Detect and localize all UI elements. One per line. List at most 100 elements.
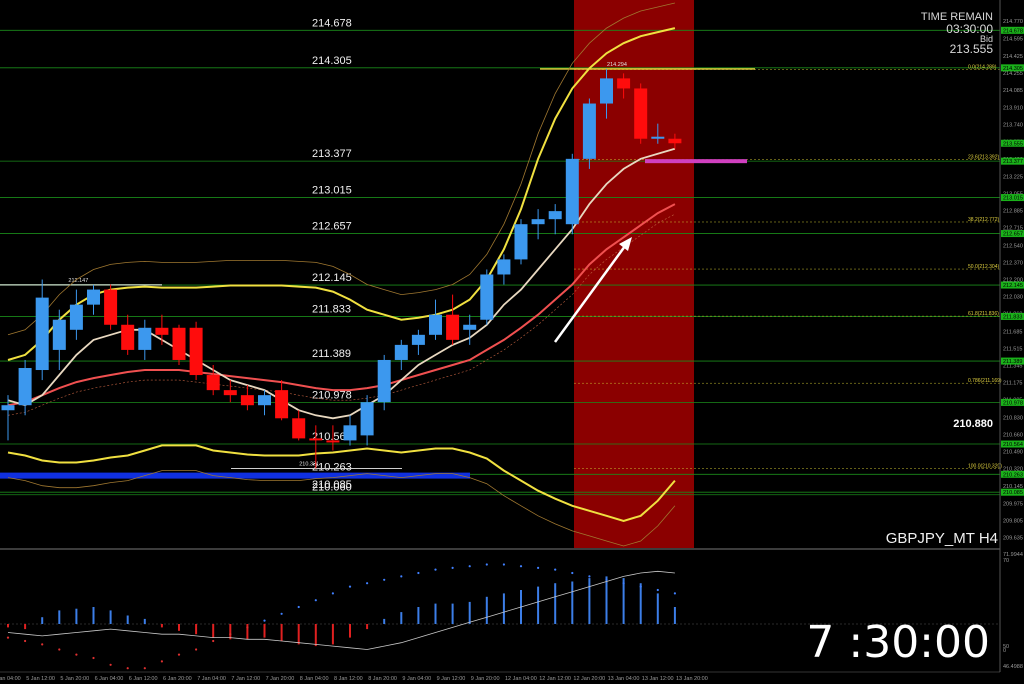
price-axis-highlight <box>1001 357 1024 365</box>
price-annotation: 212.147 <box>68 278 88 284</box>
time-axis-label: 5 Jan 12:00 <box>26 676 55 682</box>
symbol-label: GBPJPY_MT H4 <box>886 530 998 547</box>
osc-dot <box>588 575 591 578</box>
price-axis-tick: 212.715 <box>1003 226 1023 232</box>
bear-candle[interactable] <box>668 138 682 144</box>
bull-candle[interactable] <box>1 405 15 411</box>
bear-candle[interactable] <box>206 375 220 391</box>
price-axis-highlight-label: 211.389 <box>1003 359 1022 365</box>
bear-candle[interactable] <box>275 390 289 419</box>
osc-dot <box>468 565 471 568</box>
bull-candle[interactable] <box>52 319 66 350</box>
bull-candle[interactable] <box>463 324 477 330</box>
bull-candle[interactable] <box>600 78 613 104</box>
osc-dot <box>314 599 317 602</box>
price-axis-tick: 211.175 <box>1003 381 1022 387</box>
osc-signal-line <box>7 570 675 650</box>
price-axis-highlight <box>1001 194 1024 202</box>
bear-candle[interactable] <box>617 78 631 89</box>
time-axis-label: 13 Jan 20:00 <box>676 676 708 682</box>
fib-label: 50.0(212.304) <box>968 264 999 270</box>
price-axis-tick: 211.515 <box>1003 346 1022 352</box>
price-axis-tick: 210.145 <box>1003 484 1023 490</box>
level-label: 213.377 <box>312 148 352 160</box>
resistance-zone-bar <box>645 159 747 164</box>
price-axis-highlight-label: 213.377 <box>1003 159 1023 165</box>
fib-label: 0.786(211.169) <box>968 378 1002 384</box>
bear-candle[interactable] <box>634 88 648 139</box>
price-axis-tick: 212.370 <box>1003 260 1023 266</box>
price-annotation: 214.294 <box>607 62 627 68</box>
bull-candle[interactable] <box>394 344 408 360</box>
price-axis-tick: 210.490 <box>1003 449 1023 455</box>
level-label: 214.678 <box>312 17 352 29</box>
bull-candle[interactable] <box>429 314 442 335</box>
trend-arrow-head <box>619 237 632 251</box>
osc-dot <box>126 667 129 670</box>
bull-candle[interactable] <box>480 274 494 320</box>
osc-dot <box>434 568 437 571</box>
upper-band-line <box>7 27 676 361</box>
level-label: 212.657 <box>312 221 352 233</box>
price-axis-tick: 212.540 <box>1003 243 1023 249</box>
bear-candle[interactable] <box>155 327 169 335</box>
bull-candle[interactable] <box>582 103 596 159</box>
osc-dot <box>417 571 420 575</box>
bull-candle[interactable] <box>514 224 528 260</box>
osc-axis-tick: 71.9944 <box>1003 552 1023 558</box>
bear-candle[interactable] <box>309 438 323 441</box>
time-axis-label: 7 Jan 04:00 <box>197 676 226 682</box>
bear-candle[interactable] <box>189 327 203 376</box>
bear-candle[interactable] <box>326 440 340 443</box>
bull-candle[interactable] <box>87 289 100 305</box>
price-axis-highlight-label: 213.555 <box>1003 141 1023 147</box>
time-axis-label: 7 Jan 12:00 <box>231 676 260 682</box>
price-axis-highlight-label: 210.085 <box>1003 490 1023 496</box>
outer-lower-line <box>7 470 676 547</box>
bull-candle[interactable] <box>18 368 32 406</box>
price-axis-tick: 214.595 <box>1003 37 1023 43</box>
osc-dot <box>639 585 642 588</box>
bull-candle[interactable] <box>377 359 391 403</box>
bull-candle[interactable] <box>531 219 545 225</box>
bull-candle[interactable] <box>138 327 152 350</box>
time-axis-label: 12 Jan 12:00 <box>539 676 571 682</box>
osc-axis-tick: 70 <box>1003 558 1009 564</box>
price-axis-tick: 213.740 <box>1003 123 1023 129</box>
bull-candle[interactable] <box>548 211 562 220</box>
bull-candle[interactable] <box>69 304 83 330</box>
bull-candle[interactable] <box>258 395 271 406</box>
bear-candle[interactable] <box>223 390 237 396</box>
osc-dot <box>366 582 369 585</box>
price-axis-highlight-label: 210.978 <box>1003 400 1023 406</box>
bear-candle[interactable] <box>292 418 306 439</box>
time-axis-label: 8 Jan 04:00 <box>300 676 329 682</box>
bull-candle[interactable] <box>343 425 357 441</box>
slow-ma-line <box>7 203 676 407</box>
osc-axis-tick: 46.4988 <box>1003 664 1023 670</box>
bear-candle[interactable] <box>121 324 135 350</box>
bull-candle[interactable] <box>651 136 665 139</box>
bull-candle[interactable] <box>565 158 579 225</box>
bull-candle[interactable] <box>411 334 425 345</box>
osc-dot <box>673 592 677 595</box>
mid-dotted-line <box>7 213 676 416</box>
osc-dot <box>605 578 608 581</box>
bull-candle[interactable] <box>360 402 374 436</box>
osc-dot <box>195 648 198 651</box>
osc-dot <box>109 663 112 666</box>
bear-candle[interactable] <box>240 395 254 406</box>
price-axis-highlight <box>1001 440 1024 448</box>
time-axis-label: 9 Jan 12:00 <box>437 676 466 682</box>
osc-dot <box>622 582 625 585</box>
trend-arrow-shaft <box>553 241 630 343</box>
bear-candle[interactable] <box>104 289 118 325</box>
price-axis-highlight-label: 210.564 <box>1003 442 1023 448</box>
bull-candle[interactable] <box>35 297 49 371</box>
price-axis-highlight-label: 213.015 <box>1003 196 1023 202</box>
bull-candle[interactable] <box>497 259 511 275</box>
bear-candle[interactable] <box>172 327 186 360</box>
time-axis-label: 7 Jan 20:00 <box>266 676 295 682</box>
bear-candle[interactable] <box>446 314 460 340</box>
